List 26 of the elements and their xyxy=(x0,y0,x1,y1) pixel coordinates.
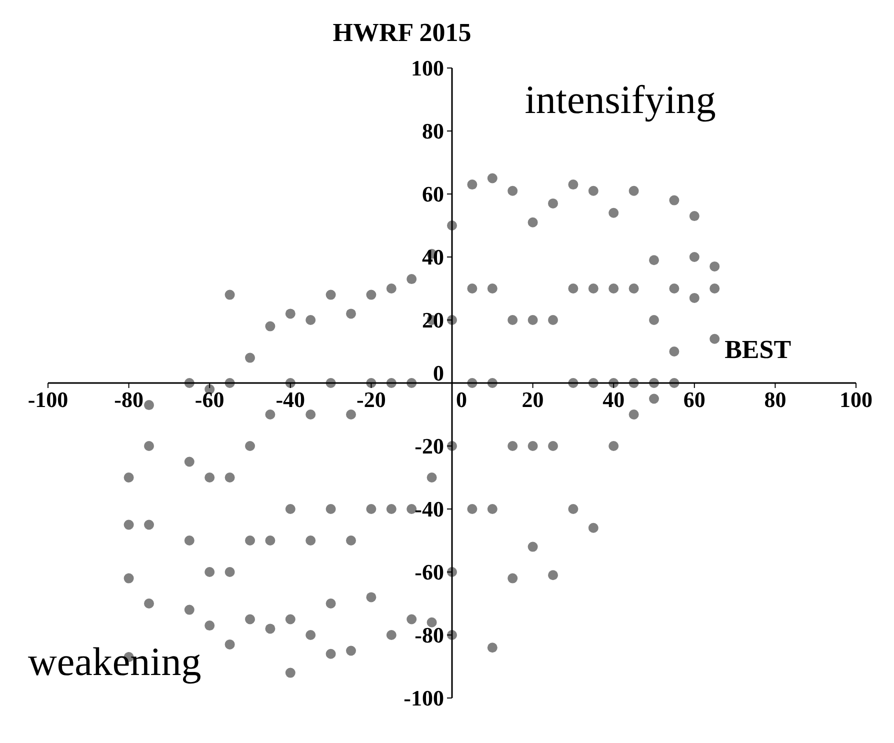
y-tick-label: -60 xyxy=(414,560,444,585)
chart-title: HWRF 2015 xyxy=(332,18,472,48)
y-tick-label: 0 xyxy=(433,360,444,386)
annotation: intensifying xyxy=(524,76,716,123)
x-tick-label: -40 xyxy=(276,387,306,412)
x-tick-label: -20 xyxy=(356,387,386,412)
x-tick-label: 80 xyxy=(764,387,786,412)
y-tick-label: 60 xyxy=(422,182,444,207)
x-tick-label: -60 xyxy=(194,387,224,412)
annotation: weakening xyxy=(28,638,202,685)
y-tick-label: -40 xyxy=(414,496,444,522)
y-tick-label: 80 xyxy=(422,118,444,144)
x-tick-label: 40 xyxy=(602,387,625,412)
y-tick-label: -80 xyxy=(414,622,444,648)
y-tick-label: -20 xyxy=(414,434,444,459)
y-tick-label: 100 xyxy=(411,56,444,81)
x-tick-label: 100 xyxy=(840,387,872,412)
x-tick-label: -100 xyxy=(28,387,68,412)
y-tick-label: 40 xyxy=(422,244,444,270)
x-tick-label: 60 xyxy=(683,387,706,412)
x-tick-label: -80 xyxy=(114,387,144,412)
y-tick-label: -100 xyxy=(404,686,444,711)
x-tick-label: 0 xyxy=(456,387,467,412)
x-tick-label: 20 xyxy=(522,387,544,412)
y-tick-label: 20 xyxy=(422,308,444,333)
x-axis-title: BEST xyxy=(724,335,792,365)
